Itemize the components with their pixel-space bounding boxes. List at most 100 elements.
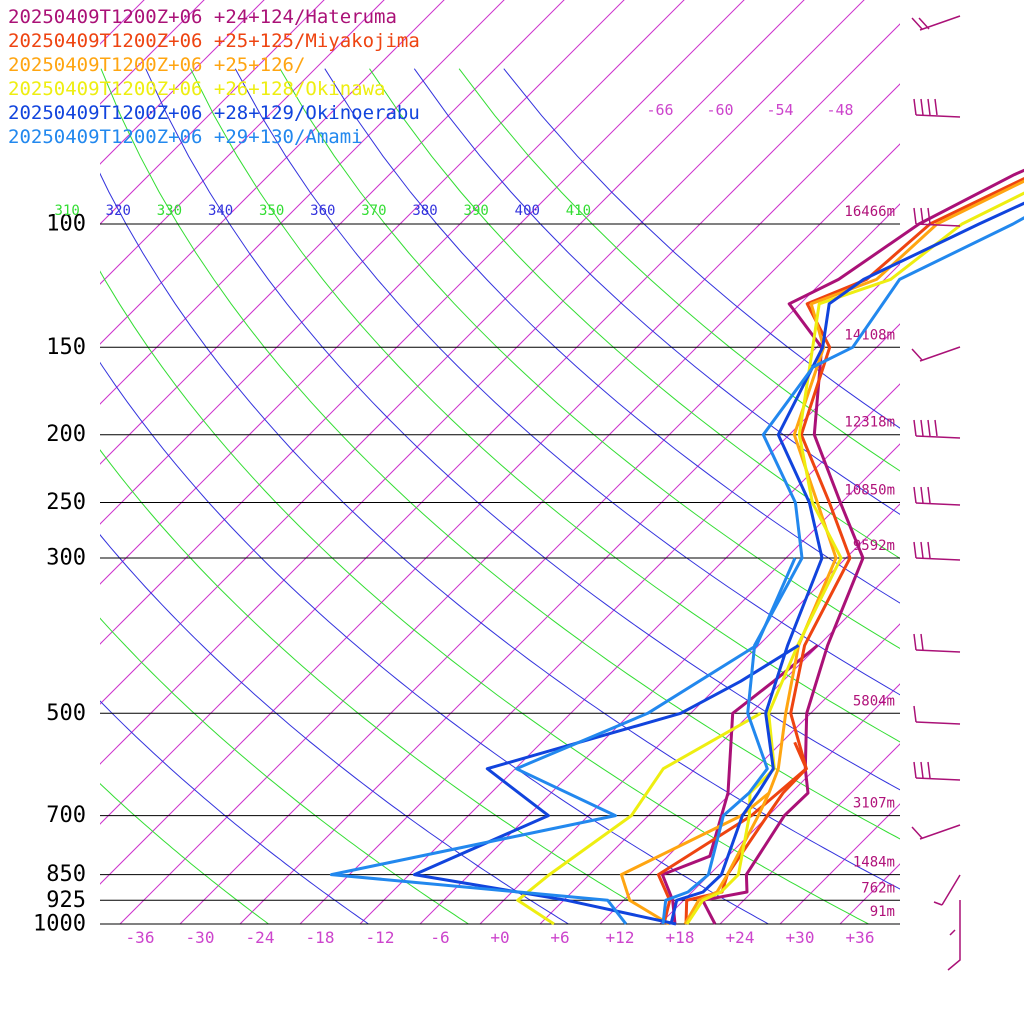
isotherm — [899, 923, 900, 924]
isotherm — [100, 0, 745, 645]
temperature-line — [684, 176, 1024, 925]
x-tick-label: -12 — [366, 928, 395, 947]
theta-label: 370 — [361, 203, 386, 219]
temperature-line — [669, 201, 1024, 925]
theta-label: 320 — [106, 203, 131, 219]
dry-adiabat — [145, 68, 900, 791]
dry-adiabat — [100, 68, 900, 840]
isotherm — [100, 0, 265, 165]
pressure-label: 150 — [46, 335, 86, 360]
isotherm — [299, 323, 900, 924]
dewpoint-line — [656, 741, 808, 925]
height-label: 16466m — [844, 204, 895, 220]
pressure-label: 300 — [46, 545, 86, 570]
dewpoint-line — [329, 557, 797, 925]
wind-barb — [911, 824, 961, 840]
dewpoint-line — [660, 644, 819, 925]
dry-adiabat — [100, 700, 369, 924]
wind-barbs — [911, 15, 961, 971]
height-label: 762m — [861, 880, 895, 896]
dry-adiabat — [413, 68, 900, 515]
theta-label: 380 — [412, 203, 437, 219]
pressure-lines — [100, 223, 900, 925]
isotherm — [839, 863, 900, 924]
dry-adiabat — [100, 361, 769, 924]
dry-adiabat — [100, 783, 269, 924]
wind-barb — [913, 633, 961, 653]
pressure-label: 250 — [46, 490, 86, 515]
pressure-label: 500 — [46, 701, 86, 726]
x-tick-label: +36 — [846, 928, 875, 947]
isotherm — [100, 0, 805, 705]
theta-label: 360 — [310, 203, 335, 219]
wind-barb — [913, 98, 961, 118]
isotherm — [100, 0, 505, 405]
wind-barb — [933, 874, 961, 971]
x-tick-label: +18 — [666, 928, 695, 947]
x-tick-label: +30 — [786, 928, 815, 947]
wind-barb — [913, 486, 961, 506]
isotherm — [719, 743, 900, 924]
legend-entry: 20250409T1200Z+06 +25+125/Miyakojima — [8, 30, 420, 52]
isotherm-lines — [100, 0, 900, 924]
wind-barb — [913, 541, 961, 561]
temperature-line — [685, 191, 1024, 925]
dewpoint-line — [412, 644, 800, 926]
isotherm — [479, 503, 900, 924]
theta-label: 400 — [515, 203, 540, 219]
top-temp-labels: -66 -60 -54 -48 — [646, 101, 853, 119]
pressure-label: 925 — [46, 888, 86, 913]
dry-adiabat-lines — [100, 68, 900, 924]
pressure-label: 850 — [46, 862, 86, 887]
isotherm — [119, 143, 900, 924]
height-label: 3107m — [853, 796, 895, 812]
dry-adiabat — [324, 68, 900, 604]
pressure-label: 200 — [46, 422, 86, 447]
isotherm — [179, 203, 900, 924]
dry-adiabat — [234, 68, 900, 696]
theta-labels: 310 320 330 340 350 360 370 380 390 400 410 — [55, 203, 591, 219]
isotherm — [100, 0, 625, 525]
isotherm — [100, 0, 445, 345]
legend-entry: 20250409T1200Z+06 +26+128/Okinawa — [8, 78, 386, 100]
isotherm — [100, 83, 900, 885]
x-tick-label: +24 — [726, 928, 755, 947]
temperature-line — [661, 216, 1024, 925]
theta-label: 350 — [259, 203, 284, 219]
pressure-label: 700 — [46, 803, 86, 828]
theta-label: 340 — [208, 203, 233, 219]
height-label: 10850m — [844, 483, 895, 499]
isotherm — [779, 803, 900, 924]
height-label: 91m — [870, 904, 895, 920]
dry-adiabat — [279, 68, 900, 650]
sounding-profiles — [329, 168, 1024, 926]
dry-adiabat — [369, 68, 900, 559]
dry-adiabat — [100, 617, 469, 924]
isotherm — [419, 443, 900, 924]
temperature-line — [701, 168, 1024, 925]
theta-label: 410 — [566, 203, 591, 219]
dry-adiabat — [100, 449, 669, 924]
pressure-label: 1000 — [33, 912, 86, 937]
wind-barb — [911, 15, 961, 31]
isotherm — [100, 0, 325, 225]
x-tick-label: +6 — [550, 928, 569, 947]
legend-entry: 20250409T1200Z+06 +25+126/ — [8, 54, 305, 76]
top-temp-label: -48 — [826, 101, 853, 119]
isotherm — [100, 0, 865, 765]
wind-barb — [913, 705, 961, 725]
temperature-line — [683, 179, 1024, 925]
dewpoint-line — [516, 711, 762, 926]
x-tick-labels: -36 -30 -24 -18 -12 -6 +0 +6 +12 +18 +24 +30 +36 — [126, 928, 875, 947]
height-labels: 16466m 14108m 12318m 10850m 9592m 5804m 3107m 1… — [844, 204, 895, 920]
legend-entry: 20250409T1200Z+06 +24+124/Hateruma — [8, 6, 397, 28]
wind-barb — [911, 346, 961, 362]
dry-adiabat — [100, 534, 569, 924]
height-label: 9592m — [853, 538, 895, 554]
theta-label: 390 — [464, 203, 489, 219]
dry-adiabat — [100, 270, 869, 924]
x-tick-label: -24 — [246, 928, 275, 947]
x-tick-label: +12 — [606, 928, 635, 947]
